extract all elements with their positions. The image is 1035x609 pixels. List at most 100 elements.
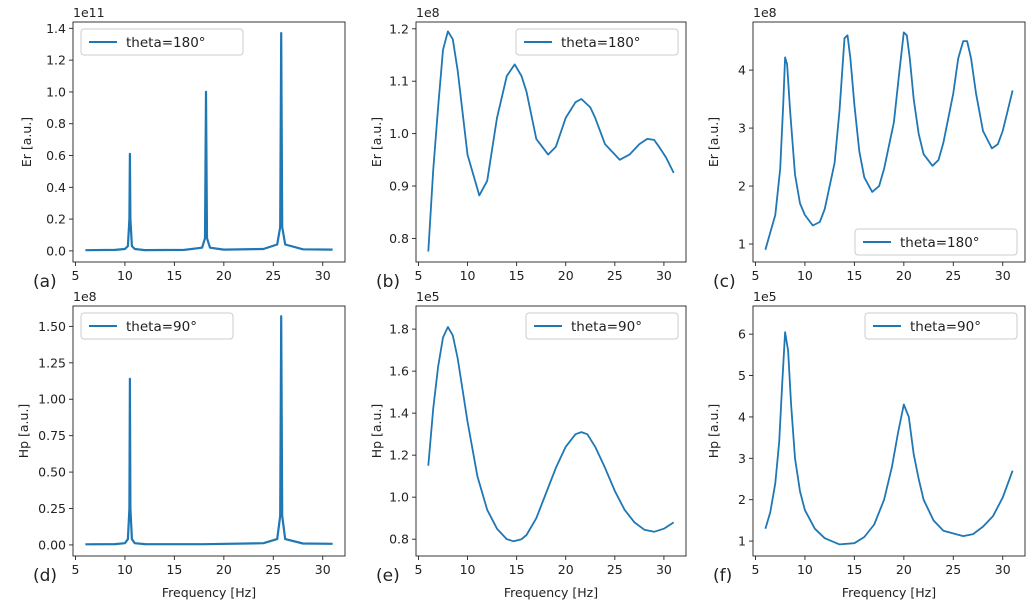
series-line [764, 331, 1014, 546]
legend-label: theta=180° [900, 235, 980, 251]
y-tick-label: 5 [738, 368, 746, 383]
offset-label: 1e8 [753, 5, 777, 20]
y-tick-label: 0.75 [38, 428, 66, 443]
series-line [85, 32, 333, 252]
legend: theta=90° [864, 312, 1018, 340]
y-axis-label: Er [a.u.] [369, 117, 384, 167]
offset-label: 1e5 [753, 289, 777, 304]
x-tick-label: 5 [71, 562, 79, 577]
legend-box [525, 312, 679, 340]
y-tick-label: 2 [738, 179, 746, 194]
axes-frame [415, 305, 687, 557]
x-tick-label: 30 [995, 268, 1011, 283]
y-tick-label: 1.6 [389, 364, 409, 379]
panel-label: (c) [713, 272, 736, 292]
subplot-d: 5 10 15 20 25 30 0.00 0.25 0.50 0.75 1.00 1.25 1.50 1… [16, 289, 346, 600]
x-axis-label: Frequency [Hz] [162, 585, 256, 600]
x-tick-label: 25 [607, 562, 623, 577]
legend-box [854, 228, 1018, 256]
x-tick-label: 30 [995, 562, 1011, 577]
axes-frame [72, 305, 346, 557]
x-tick-label: 15 [846, 268, 862, 283]
x-tick-label: 5 [71, 268, 79, 283]
series-line [764, 31, 1014, 251]
y-tick-label: 1.2 [46, 53, 66, 68]
x-tick-label: 15 [509, 268, 525, 283]
subplot-b: 5 10 15 20 25 30 0.8 0.9 1.0 1.1 1.2 1e8 Er [a.u.] (b… [369, 5, 687, 292]
x-tick-label: 25 [265, 562, 281, 577]
offset-label: 1e8 [416, 5, 440, 20]
legend: theta=90° [525, 312, 679, 340]
offset-label: 1e8 [73, 289, 97, 304]
y-tick-label: 0.0 [46, 243, 66, 258]
legend: theta=90° [80, 312, 234, 340]
legend: theta=180° [854, 228, 1018, 256]
series-line [427, 30, 675, 252]
y-tick-label: 0.00 [38, 537, 66, 552]
y-tick-label: 0.8 [389, 532, 409, 547]
y-tick-label: 1.00 [38, 392, 66, 407]
y-tick-label: 0.8 [46, 116, 66, 131]
panel-label: (b) [376, 272, 400, 292]
axes-frame [752, 21, 1026, 263]
y-tick-label: 1.0 [389, 490, 409, 505]
y-tick-label: 6 [738, 327, 746, 342]
y-tick-label: 1 [738, 237, 746, 252]
y-axis-label: Hp [a.u.] [706, 404, 721, 459]
x-tick-label: 15 [846, 562, 862, 577]
y-tick-label: 3 [738, 451, 746, 466]
y-tick-label: 1.2 [389, 448, 409, 463]
x-tick-label: 10 [460, 268, 476, 283]
y-tick-label: 1.25 [38, 355, 66, 370]
x-tick-label: 20 [558, 562, 574, 577]
legend-label: theta=90° [126, 319, 197, 335]
subplot-e: 5 10 15 20 25 30 0.8 1.0 1.2 1.4 1.6 1.8 1e5 Hp [a.u.… [369, 289, 687, 600]
y-tick-label: 0.9 [389, 179, 409, 194]
y-tick-label: 1.2 [389, 21, 409, 36]
x-tick-label: 25 [607, 268, 623, 283]
y-tick-label: 0.8 [389, 231, 409, 246]
panel-label: (d) [33, 566, 57, 586]
panel-label: (a) [33, 272, 57, 292]
x-tick-label: 30 [656, 562, 672, 577]
y-tick-label: 1.8 [389, 322, 409, 337]
x-tick-label: 5 [414, 562, 422, 577]
axes-frame [752, 305, 1026, 557]
legend-box [864, 312, 1018, 340]
x-tick-label: 25 [945, 562, 961, 577]
axes-frame [415, 21, 687, 263]
y-tick-label: 1.0 [389, 126, 409, 141]
offset-label: 1e11 [73, 5, 105, 20]
legend-label: theta=180° [561, 35, 641, 51]
legend: theta=180° [515, 28, 679, 56]
legend-label: theta=90° [910, 319, 981, 335]
y-tick-label: 1.1 [389, 74, 409, 89]
x-tick-label: 15 [509, 562, 525, 577]
legend: theta=180° [80, 28, 244, 56]
panel-label: (f) [713, 566, 732, 586]
y-tick-label: 0.6 [46, 148, 66, 163]
y-tick-label: 4 [738, 63, 746, 78]
x-tick-label: 10 [117, 268, 133, 283]
y-tick-label: 1.4 [46, 21, 66, 36]
x-tick-label: 5 [751, 268, 759, 283]
subplot-c: 5 10 15 20 25 30 1 2 3 4 1e8 Er [a.u.] (c) theta=180° [706, 5, 1026, 292]
x-tick-label: 30 [315, 562, 331, 577]
x-tick-label: 20 [216, 268, 232, 283]
subplot-a: 5 10 15 20 25 30 0.0 0.2 0.4 0.6 0.8 1.0 1.2 1.4 1e11 E… [19, 5, 346, 292]
x-tick-label: 5 [414, 268, 422, 283]
y-tick-label: 1.0 [46, 84, 66, 99]
series-line [427, 326, 675, 543]
y-tick-label: 2 [738, 492, 746, 507]
y-tick-label: 0.50 [38, 465, 66, 480]
y-axis-label: Hp [a.u.] [369, 404, 384, 459]
subplot-f: 5 10 15 20 25 30 1 2 3 4 5 6 1e5 Hp [a.u.] Frequency [… [706, 289, 1026, 600]
x-tick-label: 10 [797, 562, 813, 577]
legend-label: theta=180° [126, 35, 206, 51]
y-tick-label: 0.25 [38, 501, 66, 516]
x-tick-label: 30 [315, 268, 331, 283]
y-tick-label: 3 [738, 121, 746, 136]
y-tick-label: 1.4 [389, 406, 409, 421]
legend-box [515, 28, 679, 56]
x-tick-label: 20 [216, 562, 232, 577]
